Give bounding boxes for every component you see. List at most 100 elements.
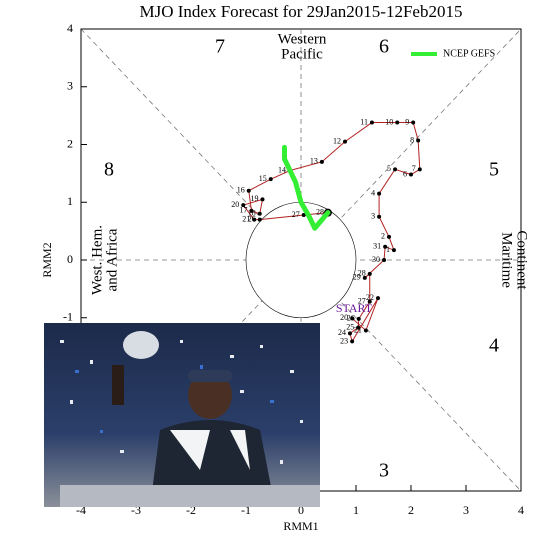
day-label: 21 xyxy=(242,214,250,223)
day-label: 2 xyxy=(381,232,385,241)
y-tick-label: 1 xyxy=(67,194,73,208)
trajectory-point xyxy=(257,217,262,222)
y-axis-label: RMM2 xyxy=(40,242,54,277)
x-tick-label: 1 xyxy=(353,503,359,517)
day-label: 21 xyxy=(354,325,362,334)
trajectory-point xyxy=(257,211,262,216)
head xyxy=(188,371,232,419)
day-label: 15 xyxy=(259,174,267,183)
legend-label: NCEP GEFS xyxy=(443,48,495,59)
trajectory-point xyxy=(363,328,368,333)
day-label: 3 xyxy=(371,212,375,221)
day-label: 18 xyxy=(248,209,256,218)
day-label: 7 xyxy=(412,164,416,173)
x-tick-label: 3 xyxy=(463,503,469,517)
day-label: 6 xyxy=(403,169,407,178)
raised-arm xyxy=(112,365,124,405)
towel xyxy=(170,430,250,470)
day-label: 9 xyxy=(405,117,409,126)
trajectory-point xyxy=(356,325,361,330)
trajectory-point xyxy=(347,331,352,336)
phase-label: 7 xyxy=(215,36,225,58)
day-label: 31 xyxy=(373,242,381,251)
y-tick-label: 0 xyxy=(67,252,73,266)
trajectory-point xyxy=(382,258,387,262)
trajectory-point xyxy=(249,208,254,213)
day-label: 4 xyxy=(371,188,375,197)
y-tick-label: 4 xyxy=(67,21,73,35)
trajectory-point xyxy=(409,172,413,177)
day-label: 13 xyxy=(310,157,318,166)
trajectory-point xyxy=(241,203,246,208)
day-label: 20 xyxy=(231,200,239,209)
phase-label: 3 xyxy=(379,460,389,482)
confetti-blue xyxy=(75,365,274,433)
trajectory-point xyxy=(350,339,355,344)
railing xyxy=(60,485,320,507)
day-label: 27 xyxy=(292,210,300,219)
trajectory-point xyxy=(377,214,382,219)
trajectory-point xyxy=(367,299,372,304)
cap xyxy=(188,370,232,382)
day-label: 29 xyxy=(353,273,361,282)
trajectory-point xyxy=(416,138,421,143)
trajectory-point xyxy=(417,167,422,172)
day-label: 11 xyxy=(360,117,368,126)
trajectory-point xyxy=(369,120,374,125)
y-tick-label: 3 xyxy=(67,79,73,93)
trajectory-point xyxy=(391,248,396,253)
phase-label: 8 xyxy=(104,159,114,181)
day-label: 25 xyxy=(346,322,354,331)
day-label: 26 xyxy=(347,314,355,323)
x-tick-label: -2 xyxy=(186,503,196,517)
region-label: West. Hem. xyxy=(89,225,105,295)
trajectory-point xyxy=(301,212,306,217)
day-label: 17 xyxy=(240,206,248,215)
region-label: Western xyxy=(278,31,327,47)
day-label: 19 xyxy=(251,194,259,203)
trajectory-point xyxy=(377,191,382,196)
y-tick-label: 2 xyxy=(67,136,73,150)
trajectory-point xyxy=(343,139,347,144)
x-axis-label: RMM1 xyxy=(283,519,318,533)
trophy xyxy=(123,331,159,359)
day-label: 24 xyxy=(338,328,346,337)
photo xyxy=(44,323,320,507)
trajectory-point xyxy=(319,159,324,164)
chart-title: MJO Index Forecast for 29Jan2015-12Feb20… xyxy=(140,2,463,21)
phase-label: 6 xyxy=(379,36,389,58)
forecast-line xyxy=(282,144,331,231)
trajectory-point xyxy=(393,167,398,172)
start-label: START xyxy=(336,301,373,315)
day-label: 28 xyxy=(358,269,366,278)
x-tick-label: 4 xyxy=(518,503,524,517)
x-tick-label: -3 xyxy=(131,503,141,517)
phase-label: 5 xyxy=(489,159,499,181)
trajectory-point xyxy=(260,197,265,202)
day-label: 26 xyxy=(248,214,256,223)
phase-label: 4 xyxy=(489,335,499,357)
day-label: 8 xyxy=(410,135,414,144)
day-label: 27 xyxy=(358,296,366,305)
trajectory-point xyxy=(350,316,355,321)
x-tick-label: -4 xyxy=(76,503,86,517)
region-label: and Africa xyxy=(104,228,120,291)
x-tick-label: 0 xyxy=(298,503,304,517)
day-label: 30 xyxy=(372,255,380,264)
day-label: 20 xyxy=(340,313,348,322)
day-label: 23 xyxy=(340,336,348,345)
region-label: Pacific xyxy=(281,46,323,62)
trajectory-point xyxy=(387,234,391,239)
region-label: Continent xyxy=(514,230,530,290)
day-label: 10 xyxy=(385,117,393,126)
trajectory-point xyxy=(395,120,400,125)
day-label: 1 xyxy=(386,245,390,254)
trajectory-point xyxy=(362,275,367,280)
day-label: 28 xyxy=(316,207,324,216)
day-label: 5 xyxy=(387,164,391,173)
trajectory-point xyxy=(383,244,388,249)
day-label: 12 xyxy=(333,136,341,145)
